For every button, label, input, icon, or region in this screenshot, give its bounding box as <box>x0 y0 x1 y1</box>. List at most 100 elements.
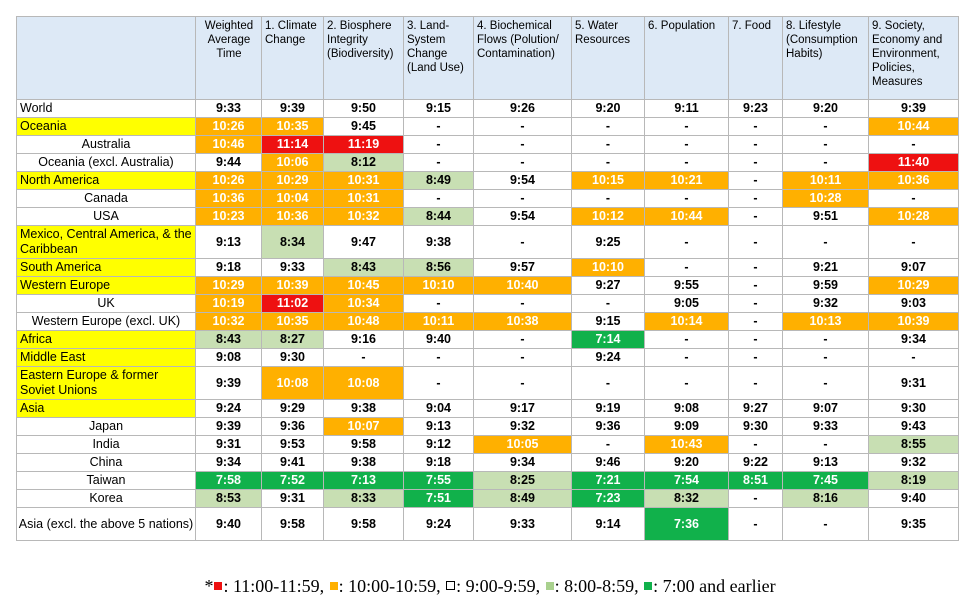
row-label: USA <box>16 207 196 226</box>
table-cell: - <box>571 135 645 154</box>
table-cell: - <box>644 366 729 400</box>
table-cell: - <box>782 225 869 259</box>
table-cell: - <box>728 153 783 172</box>
table-cell: 7:14 <box>571 330 645 349</box>
table-cell: 10:11 <box>782 171 869 190</box>
row-label: UK <box>16 294 196 313</box>
table-cell: - <box>868 189 959 208</box>
table-cell: 7:51 <box>403 489 474 508</box>
table-cell: 9:38 <box>403 225 474 259</box>
table-cell: 9:55 <box>644 276 729 295</box>
table-cell: 9:38 <box>323 399 404 418</box>
table-cell: 10:28 <box>782 189 869 208</box>
table-cell: 8:32 <box>644 489 729 508</box>
table-cell: 9:30 <box>728 417 783 436</box>
table-cell: 9:20 <box>782 99 869 118</box>
table-cell: 9:08 <box>644 399 729 418</box>
table-cell: 7:55 <box>403 471 474 490</box>
table-cell: - <box>644 225 729 259</box>
table-cell: 10:31 <box>323 189 404 208</box>
table-cell: - <box>782 348 869 367</box>
table-cell: 7:52 <box>261 471 324 490</box>
table-cell: 10:35 <box>261 312 324 331</box>
table-cell: - <box>473 294 572 313</box>
table-cell: 11:40 <box>868 153 959 172</box>
table-cell: 9:32 <box>782 294 869 313</box>
table-row: Asia 9:24 9:29 9:38 9:04 9:17 9:19 9:08 9:27 9:07… <box>16 399 959 418</box>
table-cell: 8:43 <box>195 330 262 349</box>
table-cell: - <box>403 294 474 313</box>
table-cell: 8:12 <box>323 153 404 172</box>
table-row: Western Europe 10:29 10:39 10:45 10:10 10:40 9… <box>16 276 959 295</box>
row-label: Western Europe <box>16 276 196 295</box>
table-cell: - <box>728 348 783 367</box>
table-cell: 9:33 <box>782 417 869 436</box>
column-header-food: 7. Food <box>728 16 783 100</box>
table-cell: - <box>473 189 572 208</box>
table-cell: 10:39 <box>261 276 324 295</box>
table-cell: 10:08 <box>323 366 404 400</box>
column-header-society-economy: 9. Society, Economy and Environment, Pol… <box>868 16 959 100</box>
table-cell: - <box>782 366 869 400</box>
legend-label-red: : 11:00-11:59, <box>223 576 329 596</box>
table-row: World 9:33 9:39 9:50 9:15 9:26 9:20 9:11 9:23 9:2… <box>16 99 959 118</box>
table-cell: 9:44 <box>195 153 262 172</box>
table-cell: 9:05 <box>644 294 729 313</box>
table-row: Asia (excl. the above 5 nations) 9:40 9:58… <box>16 507 959 541</box>
table-cell: 9:58 <box>323 435 404 454</box>
table-cell: 9:33 <box>473 507 572 541</box>
table-cell: 9:07 <box>782 399 869 418</box>
table-cell: 8:49 <box>473 489 572 508</box>
table-cell: - <box>782 117 869 136</box>
table-cell: 7:21 <box>571 471 645 490</box>
table-cell: 9:58 <box>323 507 404 541</box>
column-header-population: 6. Population <box>644 16 729 100</box>
table-cell: - <box>782 135 869 154</box>
table-cell: 9:34 <box>473 453 572 472</box>
table-cell: - <box>571 294 645 313</box>
row-label: Australia <box>16 135 196 154</box>
row-label: Eastern Europe & former Soviet Unions <box>16 366 196 400</box>
row-label: Taiwan <box>16 471 196 490</box>
legend-swatch-red <box>214 582 223 590</box>
table-row: China 9:34 9:41 9:38 9:18 9:34 9:46 9:20 9:22 9:1… <box>16 453 959 472</box>
table-cell: 9:20 <box>644 453 729 472</box>
column-header-biosphere-integrity: 2. Biosphere Integrity (Biodiversity) <box>323 16 404 100</box>
table-cell: 10:08 <box>261 366 324 400</box>
table-cell: 9:39 <box>261 99 324 118</box>
table-cell: 9:38 <box>323 453 404 472</box>
table-cell: - <box>571 117 645 136</box>
table-cell: 9:54 <box>473 171 572 190</box>
row-label: Middle East <box>16 348 196 367</box>
table-cell: 9:08 <box>195 348 262 367</box>
table-cell: 9:47 <box>323 225 404 259</box>
table-cell: 10:46 <box>195 135 262 154</box>
table-cell: 8:55 <box>868 435 959 454</box>
table-cell: 9:12 <box>403 435 474 454</box>
row-label: Oceania <box>16 117 196 136</box>
table-cell: - <box>868 135 959 154</box>
table-cell: - <box>728 117 783 136</box>
table-cell: - <box>644 153 729 172</box>
table-row: Middle East 9:08 9:30- - -9:24- - - - <box>16 348 959 367</box>
table-cell: 10:29 <box>195 276 262 295</box>
row-label: South America <box>16 258 196 277</box>
table-body: World 9:33 9:39 9:50 9:15 9:26 9:20 9:11 9:23 9:2… <box>16 99 959 541</box>
table-row: Mexico, Central America, & the Caribbean… <box>16 225 959 259</box>
table-cell: 10:04 <box>261 189 324 208</box>
table-cell: - <box>403 135 474 154</box>
row-label: North America <box>16 171 196 190</box>
table-cell: 10:21 <box>644 171 729 190</box>
table-row: Western Europe (excl. UK) 10:32 10:35 10:48… <box>16 312 959 331</box>
table-cell: 8:51 <box>728 471 783 490</box>
table-cell: - <box>473 117 572 136</box>
table-row: Canada 10:36 10:04 10:31- - - - -10:28- <box>16 189 959 208</box>
table-cell: - <box>571 189 645 208</box>
legend-label-light-green: : 8:00-8:59, <box>554 576 644 596</box>
table-row: Korea 8:53 9:31 8:33 7:51 8:49 7:23 8:32-8:16 9:… <box>16 489 959 508</box>
legend-swatch-dark-green <box>644 582 653 590</box>
table-cell: - <box>644 117 729 136</box>
table-row: South America 9:18 9:33 8:43 8:56 9:57 10:10- -… <box>16 258 959 277</box>
table-cell: 8:16 <box>782 489 869 508</box>
table-cell: 10:31 <box>323 171 404 190</box>
